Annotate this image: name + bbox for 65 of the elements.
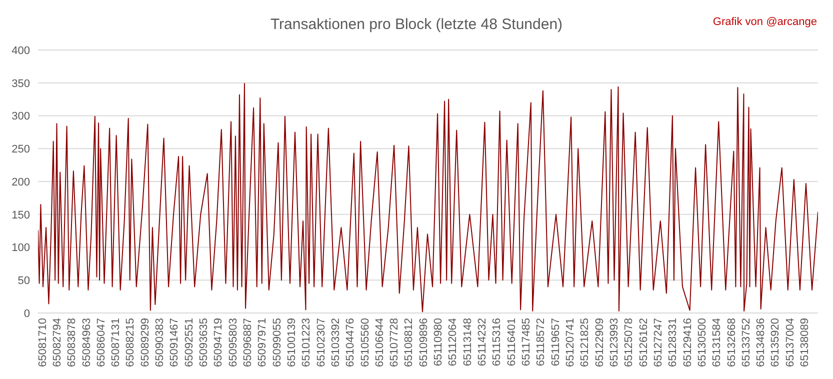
y-tick-label: 200: [12, 176, 30, 188]
x-tick-label: 65137004: [784, 318, 796, 367]
x-tick-label: 65129416: [682, 318, 694, 367]
x-tick-label: 65083878: [66, 318, 78, 367]
x-tick-label: 65088215: [124, 318, 137, 367]
x-tick-label: 65094719: [212, 318, 225, 367]
x-tick-label: 65103392: [330, 318, 342, 367]
x-tick-label: 65119657: [550, 318, 562, 366]
x-tick-label: 65110980: [432, 318, 445, 366]
x-tick-label: 65087131: [110, 318, 122, 367]
y-tick-label: 300: [12, 110, 30, 123]
x-tick-label: 65107728: [388, 318, 401, 367]
x-tick-label: 65131584: [711, 318, 724, 367]
x-tick-label: 65109896: [418, 318, 430, 367]
x-tick-label: 65128331: [667, 318, 680, 367]
line-series: [38, 83, 818, 312]
y-tick-label: 0: [24, 308, 30, 320]
x-tick-label: 65135920: [770, 318, 782, 367]
x-tick-label: 65104476: [344, 318, 357, 367]
x-tick-label: 65097971: [256, 318, 269, 367]
text: Grafik von @arcange: [712, 16, 817, 28]
x-tick-label: 65100139: [286, 318, 298, 367]
x-tick-label: 65117485: [520, 318, 532, 366]
x-tick-label: 65108812: [403, 318, 416, 367]
x-tick-label: 65125078: [623, 318, 636, 367]
x-tick-label: 65091467: [168, 318, 181, 367]
x-tick-label: 65123993: [608, 318, 620, 367]
x-tick-label: 65130500: [696, 318, 708, 367]
x-tick-label: 65086047: [95, 318, 108, 367]
x-tick-label: 65126162: [638, 318, 650, 367]
x-tick-label: 65102307: [315, 318, 328, 367]
x-tick-label: 65113148: [462, 318, 474, 366]
x-tick-label: 65138089: [799, 318, 812, 367]
x-tick-label: 65134836: [755, 318, 768, 367]
x-tick-label: 65112064: [447, 318, 460, 366]
y-tick-label: 150: [12, 209, 30, 222]
x-tick-label: 65115316: [491, 318, 504, 366]
y-tick-label: 350: [12, 78, 30, 90]
x-tick-label: 65095803: [227, 318, 240, 367]
x-tick-label: 65132668: [726, 318, 738, 367]
y-tick-label: 100: [12, 242, 30, 254]
x-tick-label: 65092551: [183, 318, 196, 367]
x-tick-label: 65089299: [139, 318, 152, 367]
x-tick-label: 65096887: [242, 318, 254, 367]
x-tick-label: 65114232: [476, 318, 489, 366]
x-tick-label: 65093635: [198, 318, 210, 367]
x-tick-label: 65099055: [271, 318, 284, 367]
x-tick-label: 65122909: [594, 318, 606, 367]
x-tick-label: 65121825: [579, 318, 592, 367]
x-tick-label: 65101223: [300, 318, 313, 367]
x-tick-label: 65081710: [36, 318, 49, 367]
chart-title: Transaktionen pro Block (letzte 48 Stunden): [270, 16, 563, 33]
x-tick-label: 65133752: [740, 318, 752, 367]
x-tick-label: 65090383: [154, 318, 166, 367]
x-tick-label: 65116401: [506, 318, 518, 366]
y-tick-label: 400: [12, 44, 30, 57]
x-tick-label: 65082794: [51, 318, 64, 367]
y-tick-label: 50: [18, 275, 30, 288]
x-tick-label: 65084963: [80, 318, 93, 367]
y-tick-label: 250: [12, 144, 30, 156]
x-tick-label: 65127247: [652, 318, 664, 367]
x-tick-label: 65106644: [374, 318, 386, 367]
x-tick-label: 65120741: [564, 318, 577, 367]
x-tick-label: 65118572: [535, 318, 548, 366]
x-tick-label: 65105560: [359, 318, 372, 367]
